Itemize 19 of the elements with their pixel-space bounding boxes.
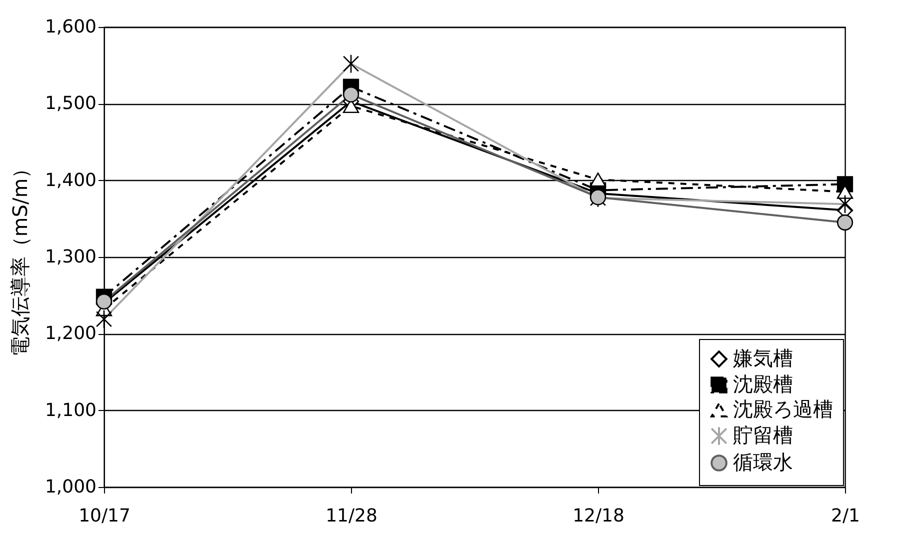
y-tick-label: 1,400	[44, 170, 96, 191]
x-tick-label: 12/18	[572, 506, 624, 526]
x-tick-label: 2/1	[831, 506, 860, 526]
y-tick-label: 1,300	[44, 246, 96, 268]
y-tick-label: 1,600	[44, 16, 96, 38]
x-tick-label: 11/28	[326, 506, 378, 526]
legend-label: 循環水	[733, 450, 793, 474]
y-tick-label: 1,100	[44, 400, 96, 421]
legend-label: 沈殿槽	[733, 372, 793, 396]
legend-label: 貯留槽	[733, 423, 793, 447]
point	[836, 184, 854, 199]
legend-label: 嫌気槽	[733, 346, 793, 370]
y-tick-label: 1,500	[44, 93, 96, 114]
y-tick-label: 1,000	[44, 476, 96, 498]
x-tick-label: 10/17	[78, 506, 130, 526]
y-axis-title: 電気伝導率（mS/m）	[8, 158, 32, 357]
point	[590, 172, 606, 187]
legend-label: 沈殿ろ過槽	[733, 397, 833, 421]
y-tick-label: 1,200	[44, 323, 96, 344]
